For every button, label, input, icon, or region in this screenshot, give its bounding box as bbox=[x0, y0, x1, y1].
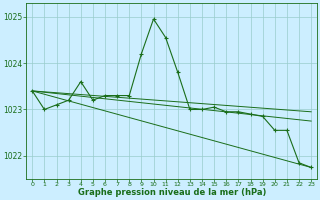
X-axis label: Graphe pression niveau de la mer (hPa): Graphe pression niveau de la mer (hPa) bbox=[77, 188, 266, 197]
